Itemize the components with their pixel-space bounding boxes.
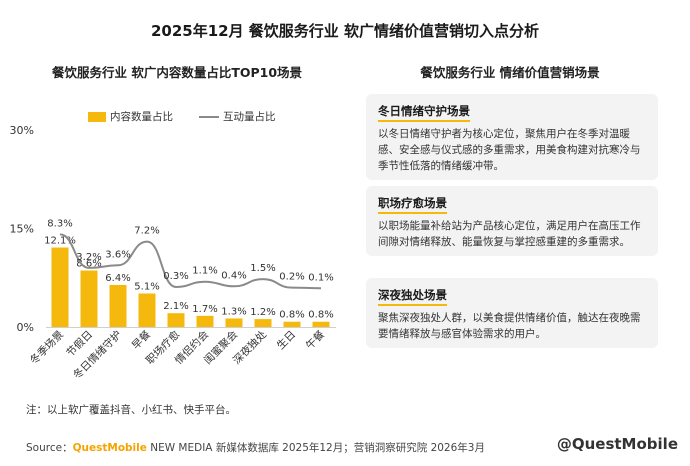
scene-card-latenight: 深夜独处场景 聚焦深夜独处人群，以美食提供情绪价值，触达在夜晚需要情绪释放与感官… <box>366 278 658 348</box>
bar <box>196 315 214 327</box>
scene-card-text: 聚焦深夜独处人群，以美食提供情绪价值，触达在夜晚需要情绪释放与感官体验需求的用户… <box>378 312 641 340</box>
bar-value-label: 12.1% <box>44 236 76 247</box>
page-title: 2025年12月 餐饮服务行业 软广情绪价值营销切入点分析 <box>150 22 540 40</box>
bar <box>109 284 127 327</box>
source-brand: QuestMobile <box>72 442 147 454</box>
scene-card-workplace: 职场疗愈场景 以职场能量补给站为产品核心定位，满足用户在高压工作间隙对情绪释放、… <box>366 186 658 256</box>
y-tick-label: 30% <box>10 124 34 137</box>
scene-card-winter: 冬日情绪守护场景 以冬日情绪守护者为核心定位，聚焦用户在冬季对温暖感、安全感与仪… <box>366 94 658 180</box>
y-tick-label: 15% <box>10 223 34 236</box>
bar-value-label: 5.1% <box>134 282 159 293</box>
source-footer: Source：QuestMobile NEW MEDIA 新媒体数据库 2025… <box>26 440 485 455</box>
line-value-label: 3.6% <box>105 249 130 260</box>
chart-note: 注：以上软广覆盖抖音、小红书、快手平台。 <box>26 404 236 416</box>
bar <box>225 318 243 327</box>
bar-value-label: 0.8% <box>308 310 333 321</box>
bar-value-label: 1.7% <box>192 304 217 315</box>
bar <box>51 247 69 327</box>
brand-watermark: @QuestMobile <box>556 435 678 453</box>
legend-line-label: 互动量占比 <box>223 111 276 123</box>
bar <box>254 319 272 327</box>
scene-card-title: 职场疗愈场景 <box>378 195 447 214</box>
chart-subtitle: 餐饮服务行业 软广内容数量占比TOP10场景 <box>51 65 303 80</box>
bar <box>138 293 156 327</box>
source-prefix: Source： <box>26 442 73 454</box>
scene-card-text: 以冬日情绪守护者为核心定位，聚焦用户在冬季对温暖感、安全感与仪式感的多重需求，用… <box>378 128 641 172</box>
line-value-label: 0.2% <box>279 272 304 283</box>
x-category-label: 早餐 <box>129 328 153 352</box>
combo-chart: 30%15%0%12.1%冬季场景8.6%节假日6.4%冬日情绪守护5.1%早餐… <box>10 124 336 382</box>
source-text: NEW MEDIA 新媒体数据库 2025年12月；营销洞察研究院 2026年3… <box>146 442 485 454</box>
line-series-path <box>59 233 322 290</box>
bar <box>167 313 185 327</box>
y-tick-label: 0% <box>17 321 34 334</box>
scene-card-text: 以职场能量补给站为产品核心定位，满足用户在高压工作间隙对情绪释放、能量恢复与掌控… <box>378 220 641 248</box>
line-value-label: 8.3% <box>47 218 72 229</box>
bar-value-label: 0.8% <box>279 310 304 321</box>
bar <box>80 270 98 327</box>
line-value-label: 3.2% <box>76 252 101 263</box>
x-category-label: 午餐 <box>303 328 327 352</box>
bar-value-label: 1.2% <box>250 307 275 318</box>
legend-bar-label: 内容数量占比 <box>110 111 173 123</box>
legend-line-swatch <box>199 115 219 118</box>
legend-bar-swatch <box>88 111 106 122</box>
line-value-label: 0.4% <box>221 270 246 281</box>
bar-value-label: 1.3% <box>221 306 246 317</box>
line-value-label: 1.5% <box>250 263 275 274</box>
line-value-label: 7.2% <box>134 226 159 237</box>
x-category-label: 生日 <box>274 328 298 352</box>
bar <box>283 321 301 327</box>
scene-card-title: 深夜独处场景 <box>378 287 447 306</box>
line-value-label: 1.1% <box>192 266 217 277</box>
line-value-label: 0.1% <box>308 272 333 283</box>
chart-legend: 内容数量占比 互动量占比 <box>88 109 276 124</box>
bar-value-label: 8.6% <box>76 259 101 270</box>
bar-value-label: 2.1% <box>163 301 188 312</box>
scenes-subtitle: 餐饮服务行业 情绪价值营销场景 <box>420 65 600 80</box>
scene-card-title: 冬日情绪守护场景 <box>378 103 470 122</box>
bar <box>312 321 330 327</box>
line-value-label: 0.3% <box>163 271 188 282</box>
bar-value-label: 6.4% <box>105 273 130 284</box>
